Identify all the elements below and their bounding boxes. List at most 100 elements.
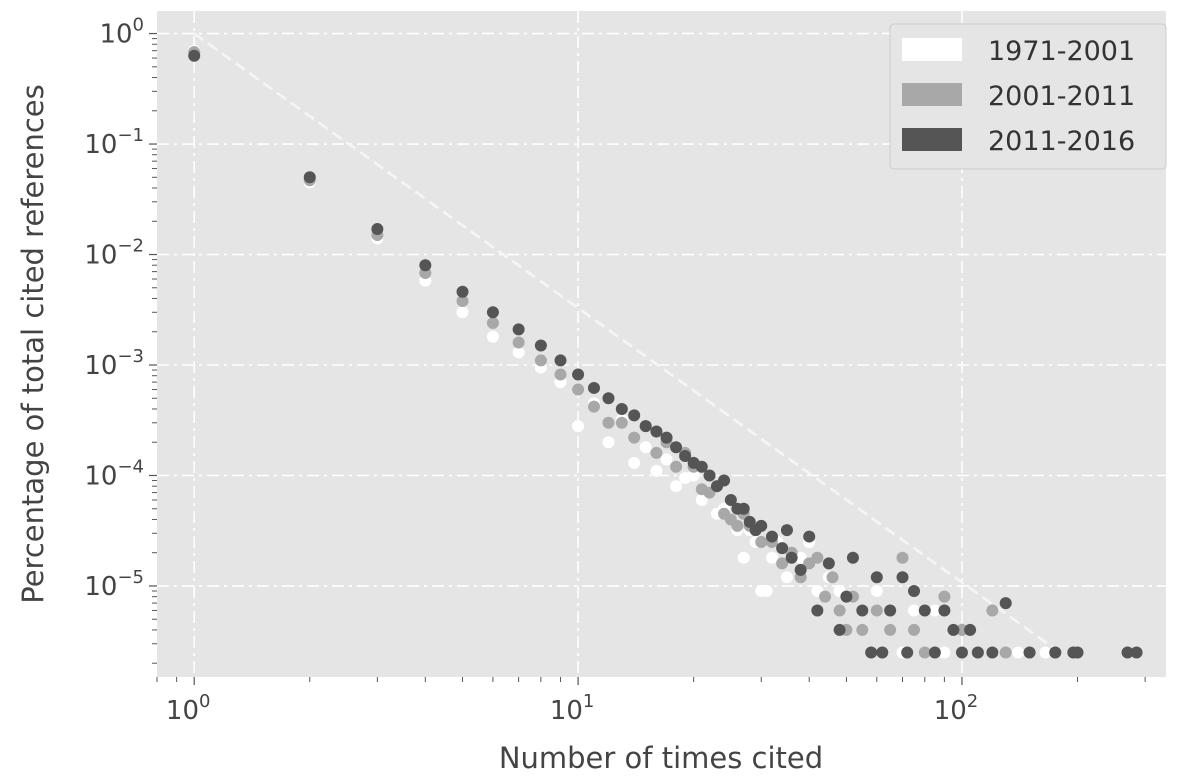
reference-lines [193,32,1061,654]
data-point [928,604,941,617]
data-point [670,441,683,454]
data-point [512,323,525,336]
data-point [572,383,585,396]
minor-ticks [152,38,1146,682]
data-point [938,604,951,617]
data-point [572,420,585,433]
data-point [602,436,615,449]
data-points [188,44,1143,659]
data-point [1012,646,1025,659]
data-point [602,416,615,429]
data-point [776,557,789,570]
data-point [811,604,824,617]
data-point [755,519,768,532]
legend: 1971-2001 2001-2011 2011-2016 [889,23,1167,170]
data-point [1071,646,1084,659]
data-point [1121,646,1134,659]
data-point [785,551,798,564]
data-point [884,604,897,617]
data-point [486,306,499,319]
data-point [870,604,883,617]
legend-swatch [902,38,962,61]
data-point [1049,646,1062,659]
data-point [486,330,499,343]
data-point [947,623,960,636]
data-point [896,551,909,564]
data-point [512,346,525,359]
data-point [811,551,824,564]
data-point [870,585,883,598]
data-point [534,339,547,352]
data-point [908,623,921,636]
data-point [419,259,432,272]
data-point [486,316,499,329]
data-point [776,542,789,555]
data-point [856,623,869,636]
data-point [639,420,652,433]
data-point [670,480,683,493]
data-point [512,336,525,349]
y-tick-label: 10−4 [84,456,144,491]
data-point [650,464,663,477]
data-point [650,446,663,459]
data-point [1023,646,1036,659]
legend-label: 1971-2001 [988,36,1135,67]
data-point [639,441,652,454]
data-point [971,646,984,659]
data-point [737,551,750,564]
data-point [856,604,869,617]
data-point [918,646,931,659]
data-point [695,493,708,506]
data-point [901,646,914,659]
legend-label: 2011-2016 [988,126,1135,157]
data-point [928,646,941,659]
data-point [371,223,384,236]
x-tick-label: 102 [934,691,979,726]
data-point [534,354,547,367]
data-point [822,557,835,570]
data-point [755,536,768,549]
data-point [908,585,921,598]
data-point [628,409,641,422]
data-point [918,604,931,617]
data-point [650,425,663,438]
data-point [188,49,201,62]
y-tick-label: 10−2 [84,236,144,271]
x-axis-label: Number of times cited [499,741,823,775]
legend-swatch [902,128,962,151]
legend-label: 2001-2011 [988,81,1135,112]
data-point [1039,646,1052,659]
data-point [587,381,600,394]
y-tick-label: 100 [99,15,144,50]
data-point [303,171,316,184]
data-point [737,502,750,515]
series-2011-2016 [188,49,1143,659]
data-point [628,431,641,444]
data-point [554,354,567,367]
data-point [780,571,793,584]
data-point [794,563,807,576]
x-tick-label: 101 [550,691,595,726]
data-point [731,519,744,532]
data-point [819,590,832,603]
data-point [456,285,469,298]
data-point [999,597,1012,610]
data-point [456,306,469,319]
data-point [660,453,673,466]
data-point [840,590,853,603]
data-point [884,623,897,636]
data-point [846,551,859,564]
data-point [833,623,846,636]
data-point [724,493,737,506]
data-point [938,646,951,659]
data-point [695,460,708,473]
y-tick-label: 10−3 [84,346,144,381]
data-point [615,416,628,429]
data-point [780,524,793,537]
data-point [766,530,779,543]
data-point [760,585,773,598]
data-point [964,623,977,636]
data-point [896,571,909,584]
data-point [938,590,951,603]
